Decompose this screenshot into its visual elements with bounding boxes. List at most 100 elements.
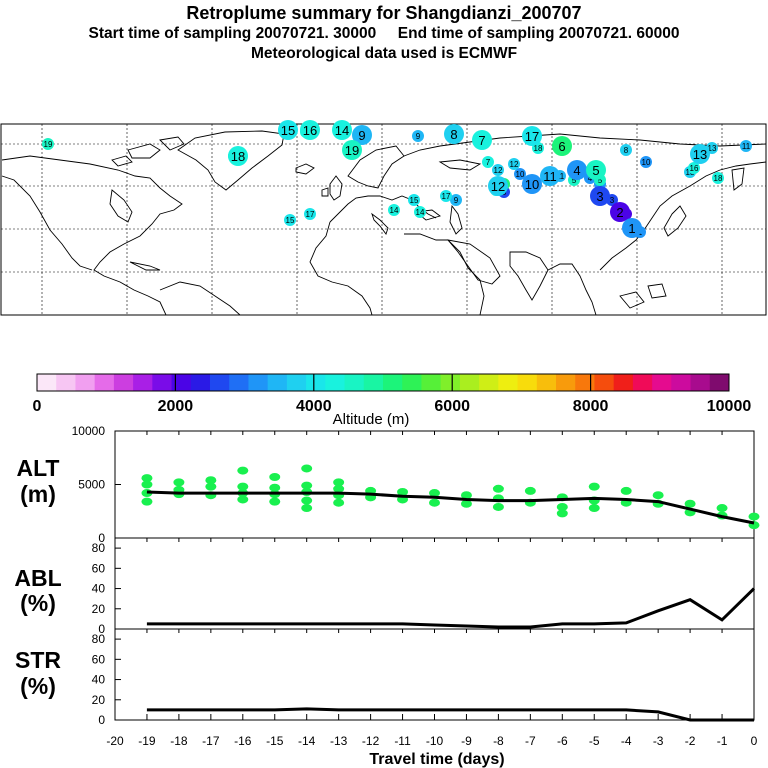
plume-circle [450,194,462,206]
plume-circle [42,138,54,150]
plume-circle [352,125,372,145]
colorbar-swatch [267,374,288,391]
x-tick-label: -2 [685,734,696,748]
colorbar-swatch [594,374,615,391]
alt-scatter-point [492,502,504,511]
x-tick-label: -3 [653,734,664,748]
alt-scatter-point [301,464,313,473]
x-tick-label: -15 [266,734,284,748]
alt-yticks: 0 5000 10000 [72,424,723,545]
plume-label: 16 [690,164,699,173]
y-tick-label: 5000 [78,478,105,492]
plume-label: 19 [345,143,359,158]
alt-scatter-point [397,487,409,496]
x-tick-label: -4 [621,734,632,748]
colorbar-swatch [479,374,499,391]
colorbar-swatch [517,374,538,391]
str-ylabel-unit: (%) [20,673,56,699]
x-tick-label: -1 [717,734,728,748]
plume-label: 11 [556,172,565,181]
colorbar-label: Altitude (m) [333,411,410,428]
plume-label: 6 [558,139,565,154]
plume-label: 7 [486,158,491,167]
alt-scatter-point [748,512,760,521]
colorbar-swatch [383,374,403,391]
alt-scatter-point [588,482,600,491]
colorbar-tick-label: 6000 [434,398,470,415]
plume-label: 5 [592,163,599,178]
alt-ylabel: ALT [16,455,59,481]
chart-title: Retroplume summary for Shangdianzi_20070… [186,3,582,23]
plume-circle [610,202,630,222]
world-map: 1234457799101011111212131314141515161617… [0,120,767,316]
colorbar-swatch [575,374,595,391]
colorbar-swatches [37,374,730,391]
plume-circle [284,214,296,226]
y-tick-label: 60 [92,652,106,666]
x-axis-label: Travel time (days) [369,751,504,768]
plume-label: 8 [450,127,457,142]
plume-circle [508,158,520,170]
colorbar-swatch [229,374,249,391]
plume-label: 3 [596,189,603,204]
x-tick-label: -10 [426,734,444,748]
plume-label: 9 [358,128,365,143]
alt-scatter-point [460,491,472,500]
alt-scatter-point [301,481,313,490]
alt-scatter-point [269,483,281,492]
alt-scatter-point [492,484,504,493]
y-tick-label: 0 [98,531,105,545]
plume-label: 18 [534,144,543,153]
colorbar-swatch [632,374,653,391]
plume-circle [514,168,526,180]
plume-label: 8 [624,146,629,155]
alt-scatter-point [205,476,217,485]
alt-scatter-point [333,484,345,493]
colorbar-swatch [459,374,480,391]
plume-circle [414,206,426,218]
plume-circle [488,176,508,196]
alt-panel: ALT (m) 0 5000 10000 [16,424,760,545]
colorbar-swatch [210,374,230,391]
colorbar-swatch [613,374,634,391]
plume-label: 5 [572,176,577,185]
plume-label: 1 [628,221,635,236]
plume-label: 14 [335,123,349,138]
plume-circle [408,194,420,206]
plume-circle [712,172,724,184]
x-tick-label: -13 [330,734,348,748]
colorbar-ticks: 0 2000 4000 6000 8000 10000 [33,374,751,415]
plume-circle [228,146,248,166]
sampling-start-label: Start time of sampling 20070721. 30000 [88,25,377,42]
colorbar-swatch [190,374,211,391]
str-panel: STR (%) 0 20 40 60 80 [15,628,755,727]
map-frame [0,123,767,316]
plume-label: 2 [616,205,623,220]
plume-label: 5 [598,176,603,185]
x-tick-label: -12 [362,734,380,748]
colorbar-swatch [536,374,557,391]
alt-scatter-point [301,504,313,513]
plume-label: 15 [286,216,295,225]
x-tick-label: -5 [589,734,600,748]
plume-label: 10 [642,158,651,167]
plume-circle [492,164,504,176]
abl-ylabel: ABL [14,565,61,591]
colorbar-tick-label: 8000 [573,398,609,415]
colorbar-swatch [306,374,326,391]
colorbar-tick-label: 0 [33,398,42,415]
plume-label: 7 [478,133,485,148]
met-data-label: Meteorological data used is ECMWF [250,45,518,62]
alt-scatter-point [301,496,313,505]
plume-label: 4 [573,163,580,178]
y-tick-label: 60 [92,561,106,575]
colorbar-swatch [152,374,173,391]
colorbar-swatch [402,374,422,391]
alt-scatter-point [556,509,568,518]
abl-ylabel-unit: (%) [20,590,56,616]
x-tick-label: -16 [234,734,252,748]
colorbar-swatch [671,374,692,391]
plume-circle [278,120,298,140]
x-tick-label: -7 [525,734,536,748]
